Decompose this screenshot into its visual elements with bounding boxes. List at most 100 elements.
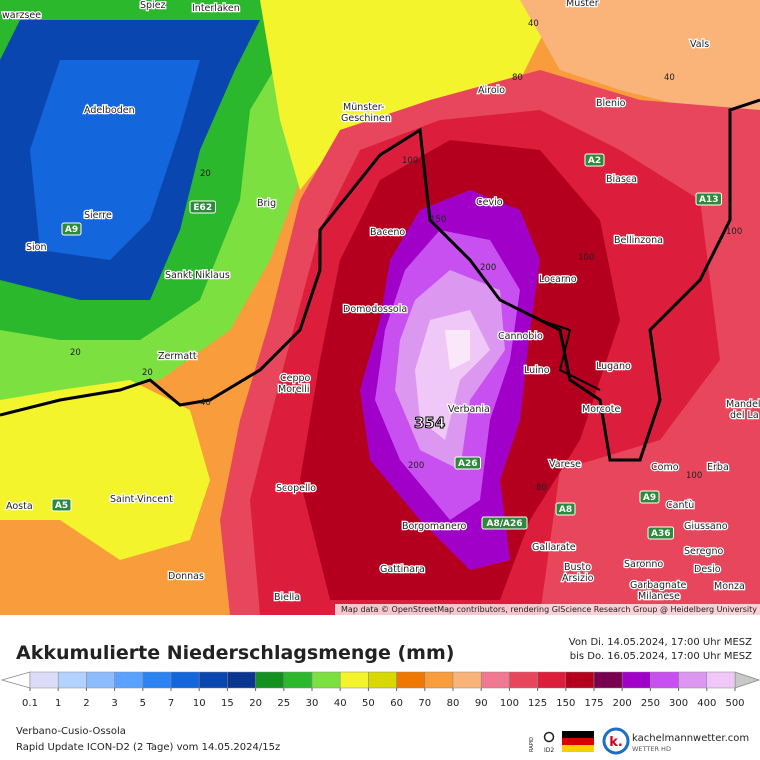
scale-box [114, 671, 144, 689]
road-label: A8/A26 [486, 519, 522, 529]
contour-label: 100 [686, 471, 702, 481]
border [539, 319, 601, 391]
site-logo-letter: k. [609, 735, 623, 750]
scale-box [57, 671, 87, 689]
contour-label: 100 [578, 253, 594, 263]
scale-box [678, 671, 708, 689]
scale-tick-label: 40 [334, 698, 347, 709]
region [445, 330, 470, 370]
period-from: Von Di. 14.05.2024, 17:00 Uhr MESZ [569, 637, 752, 648]
place: Vals [690, 39, 709, 50]
scale-box [198, 671, 228, 689]
scale-tick-label: 20 [249, 698, 262, 709]
contour-labels: 40 80 40 20 20 20 40 100 150 200 100 200… [70, 19, 742, 493]
contour-label: 100 [402, 156, 418, 166]
place: Giussano [684, 521, 728, 532]
place: Interlaken [192, 3, 240, 14]
place: warzsee [2, 10, 41, 21]
place: Sion [26, 242, 47, 253]
scale-box [452, 671, 482, 689]
road-label: E62 [193, 203, 212, 213]
contour-label: 150 [430, 215, 446, 225]
contour-label: 100 [726, 227, 742, 237]
road-shield [695, 192, 722, 206]
scale-box [706, 671, 736, 689]
contour-label: 200 [408, 461, 424, 471]
region [30, 60, 200, 260]
badge-text: RAPID [529, 737, 535, 752]
road-shield [454, 456, 481, 470]
scale-tick-label: 250 [641, 698, 660, 709]
place: Sankt Niklaus [165, 270, 230, 281]
scale-box [537, 671, 567, 689]
place: Geschinen [341, 113, 391, 124]
scale-box [424, 671, 454, 689]
road-label: A13 [699, 195, 719, 205]
scale-box [283, 671, 313, 689]
road-labels: A9 E62 A2 A13 A26 A9 A5 A8/A26 A8 A36 [51, 153, 722, 540]
scale-tick-label: 60 [390, 698, 403, 709]
scale-arrow-low [0, 671, 31, 689]
place: Donnas [168, 571, 204, 582]
road-shield [189, 200, 216, 214]
scale-box [480, 671, 510, 689]
flag-stripe [562, 731, 594, 738]
scale-box [142, 671, 172, 689]
scale-box [509, 671, 538, 689]
scale-tick-label: 70 [418, 698, 431, 709]
scale-box [86, 671, 115, 689]
road-shield [639, 490, 660, 504]
place: Morcote [582, 404, 620, 415]
scale-box [227, 671, 256, 689]
attribution: Map data © OpenStreetMap contributors, r… [341, 605, 757, 614]
scale-tick-label: 125 [528, 698, 547, 709]
attribution-bg [335, 604, 760, 615]
scale-box [170, 671, 200, 689]
place: Adelboden [84, 105, 135, 116]
scale-tick-label: 200 [613, 698, 632, 709]
place: Locarno [539, 274, 577, 285]
scale-tick-label: 100 [500, 698, 519, 709]
scale-tick-label: 1 [55, 698, 61, 709]
place: Bellinzona [614, 235, 663, 246]
scale-tick-label: 0.1 [22, 698, 38, 709]
scale-tick-label: 90 [475, 698, 488, 709]
place: Biasca [606, 174, 637, 185]
place: Zermatt [158, 351, 197, 362]
scale-box [621, 671, 651, 689]
road-label: A2 [588, 156, 601, 166]
place: Garbagnate [630, 580, 687, 591]
scale-box [339, 671, 369, 689]
place: Luino [524, 365, 550, 376]
region [415, 310, 490, 440]
scale-tick-label: 150 [556, 698, 575, 709]
place: Gallarate [532, 542, 576, 553]
place: Milanese [638, 591, 680, 602]
road-label: A5 [55, 501, 68, 511]
place: Saint-Vincent [110, 494, 173, 505]
scale-tick-label: 7 [168, 698, 174, 709]
place: Varese [549, 459, 581, 470]
place: Desio [694, 564, 721, 575]
region [520, 0, 760, 120]
color-scale: 0.1 1 2 3 5 7 10 15 20 25 30 40 50 60 70 80 90 100 125 150 1… [0, 671, 760, 709]
place: del La [730, 410, 759, 421]
scale-box [593, 671, 623, 689]
scale-tick-label: 80 [447, 698, 460, 709]
place: Cevio [476, 197, 503, 208]
scale-tick-label: 10 [193, 698, 206, 709]
road-label: A36 [651, 529, 671, 539]
place: Morelli [278, 384, 309, 395]
border [0, 98, 760, 462]
place: Spiez [140, 0, 166, 11]
place: Como [651, 462, 679, 473]
place: Erba [707, 462, 729, 473]
scale-tick-label: 500 [725, 698, 744, 709]
contour-label: 20 [200, 169, 211, 179]
scale-tick-label: 15 [221, 698, 234, 709]
place: Seregno [684, 546, 723, 557]
place-labels: Spiez Interlaken Muster warzsee Adelbode… [1, 0, 760, 604]
place: Airolo [478, 85, 505, 96]
contour-label: 200 [480, 263, 496, 273]
